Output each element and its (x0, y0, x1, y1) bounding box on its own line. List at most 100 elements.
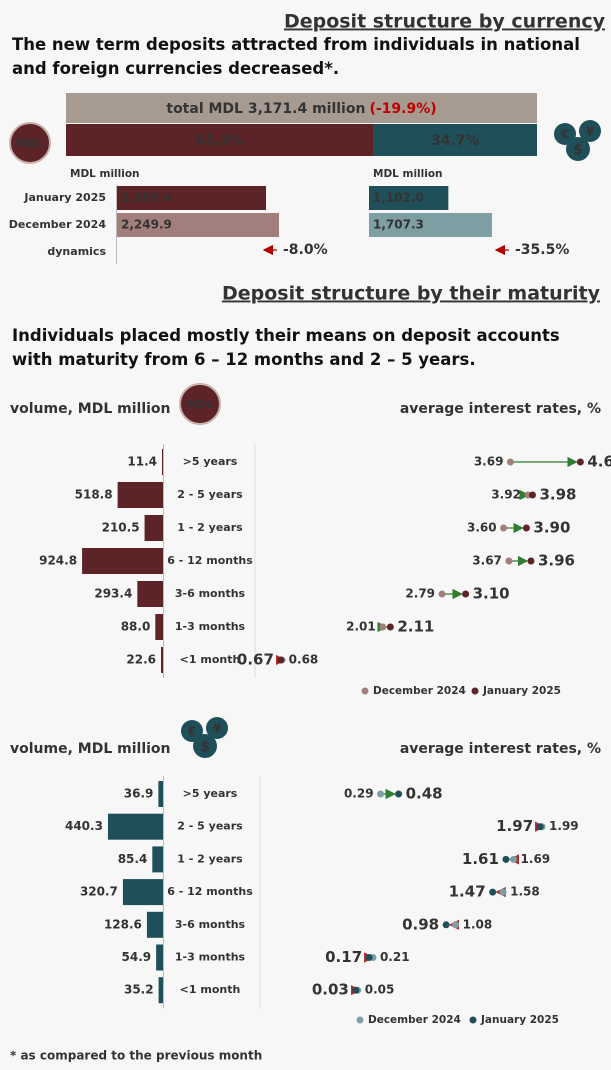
rate-dot (528, 491, 536, 499)
share-bar (373, 124, 537, 156)
rate-dot (510, 855, 518, 863)
volume-bar (146, 911, 163, 938)
category-label: dynamics (47, 245, 106, 258)
category-label: 1 - 2 years (177, 852, 243, 865)
icon-label: € (187, 725, 196, 739)
rate-dot (462, 590, 470, 598)
volume-bar (152, 846, 163, 873)
volume-value: 128.6 (104, 917, 142, 931)
rate-dot (438, 590, 446, 598)
rate-value: 2.11 (397, 618, 434, 636)
category-label: 6 - 12 months (167, 554, 253, 567)
volume-value: 54.9 (122, 950, 152, 964)
volume-bar (107, 813, 163, 840)
volume-label: volume, MDL million (10, 401, 171, 417)
rate-value: 1.99 (549, 819, 579, 833)
rate-value: 3.92 (491, 488, 521, 502)
section-title: Deposit structure by their maturity (222, 283, 601, 305)
share-label: 34.7% (431, 133, 480, 149)
category-label: 1-3 months (175, 951, 246, 964)
share-bar (66, 124, 374, 156)
volume-bar (137, 581, 163, 607)
rate-dot (576, 458, 584, 466)
axis-label: MDL million (373, 168, 443, 180)
volume-value: 440.3 (65, 819, 103, 833)
volume-value: 35.2 (124, 983, 154, 997)
volume-value: 85.4 (118, 852, 148, 866)
volume-value: 518.8 (75, 488, 113, 502)
volume-bar (162, 449, 163, 475)
rate-value: 3.10 (473, 585, 510, 603)
volume-bar (122, 879, 163, 906)
total-bar (66, 93, 537, 123)
change-label: -8.0% (283, 242, 328, 258)
category-label: <1 month (180, 983, 241, 996)
category-label: 1 - 2 years (177, 521, 243, 534)
category-label: December 2024 (9, 218, 107, 231)
category-label: 2 - 5 years (177, 820, 243, 833)
category-label: 3-6 months (175, 918, 246, 931)
rate-dot (505, 557, 513, 565)
icon-label: € (560, 128, 569, 142)
subtitle: The new term deposits attracted from ind… (12, 35, 580, 78)
total-label: total MDL 3,171.4 million (-19.9%) (166, 101, 436, 117)
icon-label: $ (200, 739, 210, 755)
rate-dot (499, 888, 507, 896)
value-label: 2,069.4 (121, 191, 172, 205)
icon-label: MDL (186, 398, 213, 411)
volume-bar (155, 614, 163, 640)
bar (369, 186, 449, 210)
share-label: 65.3% (195, 133, 244, 149)
rate-dot (500, 524, 508, 532)
rate-value: 0.98 (402, 915, 439, 933)
value-label: 1,707.3 (373, 218, 424, 232)
rate-dot (379, 623, 387, 631)
category-label: 6 - 12 months (167, 885, 253, 898)
legend-swatch (469, 1016, 477, 1024)
change-label: -35.5% (515, 242, 569, 258)
rate-value: 1.47 (449, 883, 486, 901)
mdl-icon: MDL (179, 383, 221, 425)
bar (117, 186, 266, 210)
rate-dot (502, 855, 510, 863)
icon-label: MDL (16, 137, 43, 150)
rate-value: 1.69 (521, 852, 551, 866)
rate-value: 3.67 (472, 554, 502, 568)
rate-dot (352, 986, 360, 994)
value-label: 1,102.0 (373, 191, 424, 205)
legend-swatch (471, 687, 479, 695)
icon-label: ¥ (213, 722, 222, 736)
rate-value: 1.61 (462, 850, 499, 868)
legend-label: December 2024 (373, 685, 466, 697)
category-label: >5 years (183, 787, 238, 800)
volume-value: 293.4 (94, 587, 132, 601)
icon-label: $ (573, 142, 583, 158)
category-label: 3-6 months (175, 587, 246, 600)
rate-dot (527, 557, 535, 565)
rate-value: 2.01 (346, 620, 376, 634)
legend-swatch (361, 687, 369, 695)
rate-dot (277, 656, 285, 664)
category-label: January 2025 (23, 191, 106, 204)
bar (369, 213, 492, 237)
section-title: Deposit structure by currency (284, 11, 606, 33)
rate-label: average interest rates, % (400, 401, 601, 417)
footnote: * as compared to the previous month (10, 1049, 262, 1063)
rate-value: 0.48 (406, 785, 443, 803)
rate-value: 0.29 (344, 787, 374, 801)
rate-value: 4.61 (587, 453, 611, 471)
icon-label: ¥ (586, 125, 595, 139)
volume-bar (161, 647, 163, 673)
bar (117, 213, 279, 237)
volume-value: 11.4 (127, 455, 157, 469)
rate-value: 3.90 (533, 519, 570, 537)
value-label: 2,249.9 (121, 218, 172, 232)
total-change: (-19.9%) (369, 101, 436, 117)
rate-value: 3.98 (539, 486, 576, 504)
total-text: total MDL 3,171.4 million (166, 101, 365, 117)
subtitle: Individuals placed mostly their means on… (12, 326, 560, 369)
category-label: 2 - 5 years (177, 488, 243, 501)
rate-value: 0.68 (289, 653, 319, 667)
volume-value: 210.5 (102, 521, 140, 535)
